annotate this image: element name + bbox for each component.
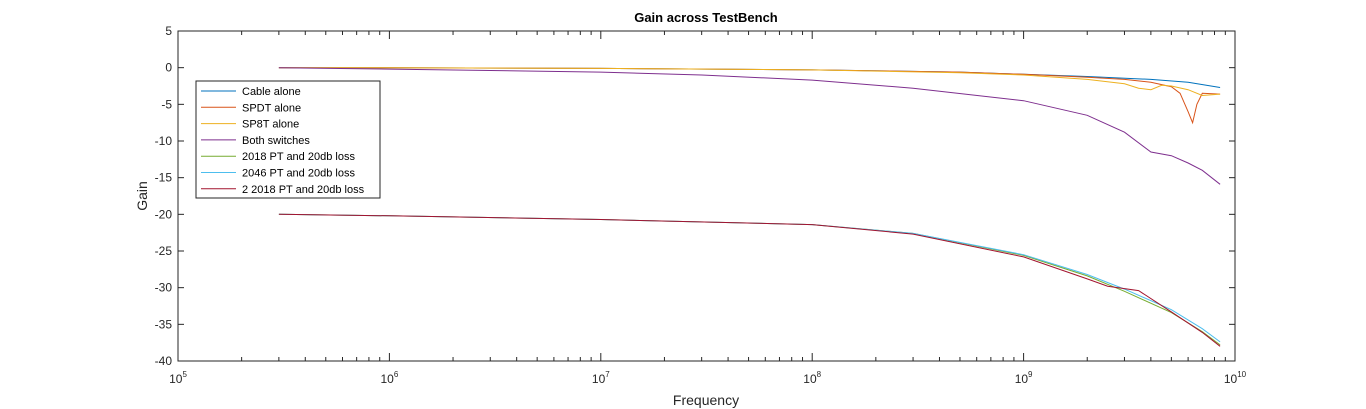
x-tick-base: 10: [592, 372, 606, 386]
series-layer: [278, 67, 1221, 347]
y-tick-label: -5: [161, 97, 172, 111]
x-tick-label: 105: [169, 370, 187, 386]
x-axis-label: Frequency: [673, 392, 739, 408]
x-tick-exponent: 10: [1237, 370, 1246, 379]
x-tick-base: 10: [380, 372, 394, 386]
series-line-3: [278, 67, 1221, 97]
x-tick-base: 10: [1015, 372, 1029, 386]
legend-label: SP8T alone: [242, 119, 299, 131]
x-tick-exponent: 6: [394, 370, 399, 379]
x-tick-label: 106: [380, 370, 398, 386]
y-tick-label: -20: [155, 207, 173, 221]
series-line-4: [278, 67, 1221, 185]
x-tick-exponent: 5: [182, 370, 187, 379]
x-tick-exponent: 7: [605, 370, 610, 379]
x-tick-label: 1010: [1224, 370, 1247, 386]
y-tick-label: -40: [155, 354, 173, 368]
x-tick-base: 10: [169, 372, 183, 386]
plot-frame: [177, 30, 1236, 362]
legend-label: Both switches: [242, 135, 310, 147]
x-tick-exponent: 8: [817, 370, 822, 379]
legend-label: 2046 PT and 20db loss: [242, 168, 355, 180]
legend-label: 2 2018 PT and 20db loss: [242, 184, 365, 196]
y-tick-label: 0: [165, 61, 172, 75]
y-tick-label: -30: [155, 281, 173, 295]
legend-label: Cable alone: [242, 86, 301, 98]
x-tick-label: 109: [1015, 370, 1033, 386]
legend-label: 2018 PT and 20db loss: [242, 151, 355, 163]
x-tick-base: 10: [803, 372, 817, 386]
y-tick-label: -10: [155, 134, 173, 148]
series-line-7: [278, 213, 1221, 347]
x-tick-exponent: 9: [1028, 370, 1033, 379]
y-tick-label: 5: [165, 24, 172, 38]
legend-label: SPDT alone: [242, 102, 301, 114]
y-tick-label: -25: [155, 244, 173, 258]
chart-title: Gain across TestBench: [634, 10, 778, 25]
y-axis-label: Gain: [134, 181, 150, 211]
y-tick-label: -15: [155, 171, 173, 185]
x-tick-label: 107: [592, 370, 610, 386]
y-tick-label: -35: [155, 317, 173, 331]
x-tick-base: 10: [1224, 372, 1238, 386]
legend: Cable alone SPDT alone SP8T alone Both swit…: [195, 80, 381, 199]
x-tick-label: 108: [803, 370, 821, 386]
